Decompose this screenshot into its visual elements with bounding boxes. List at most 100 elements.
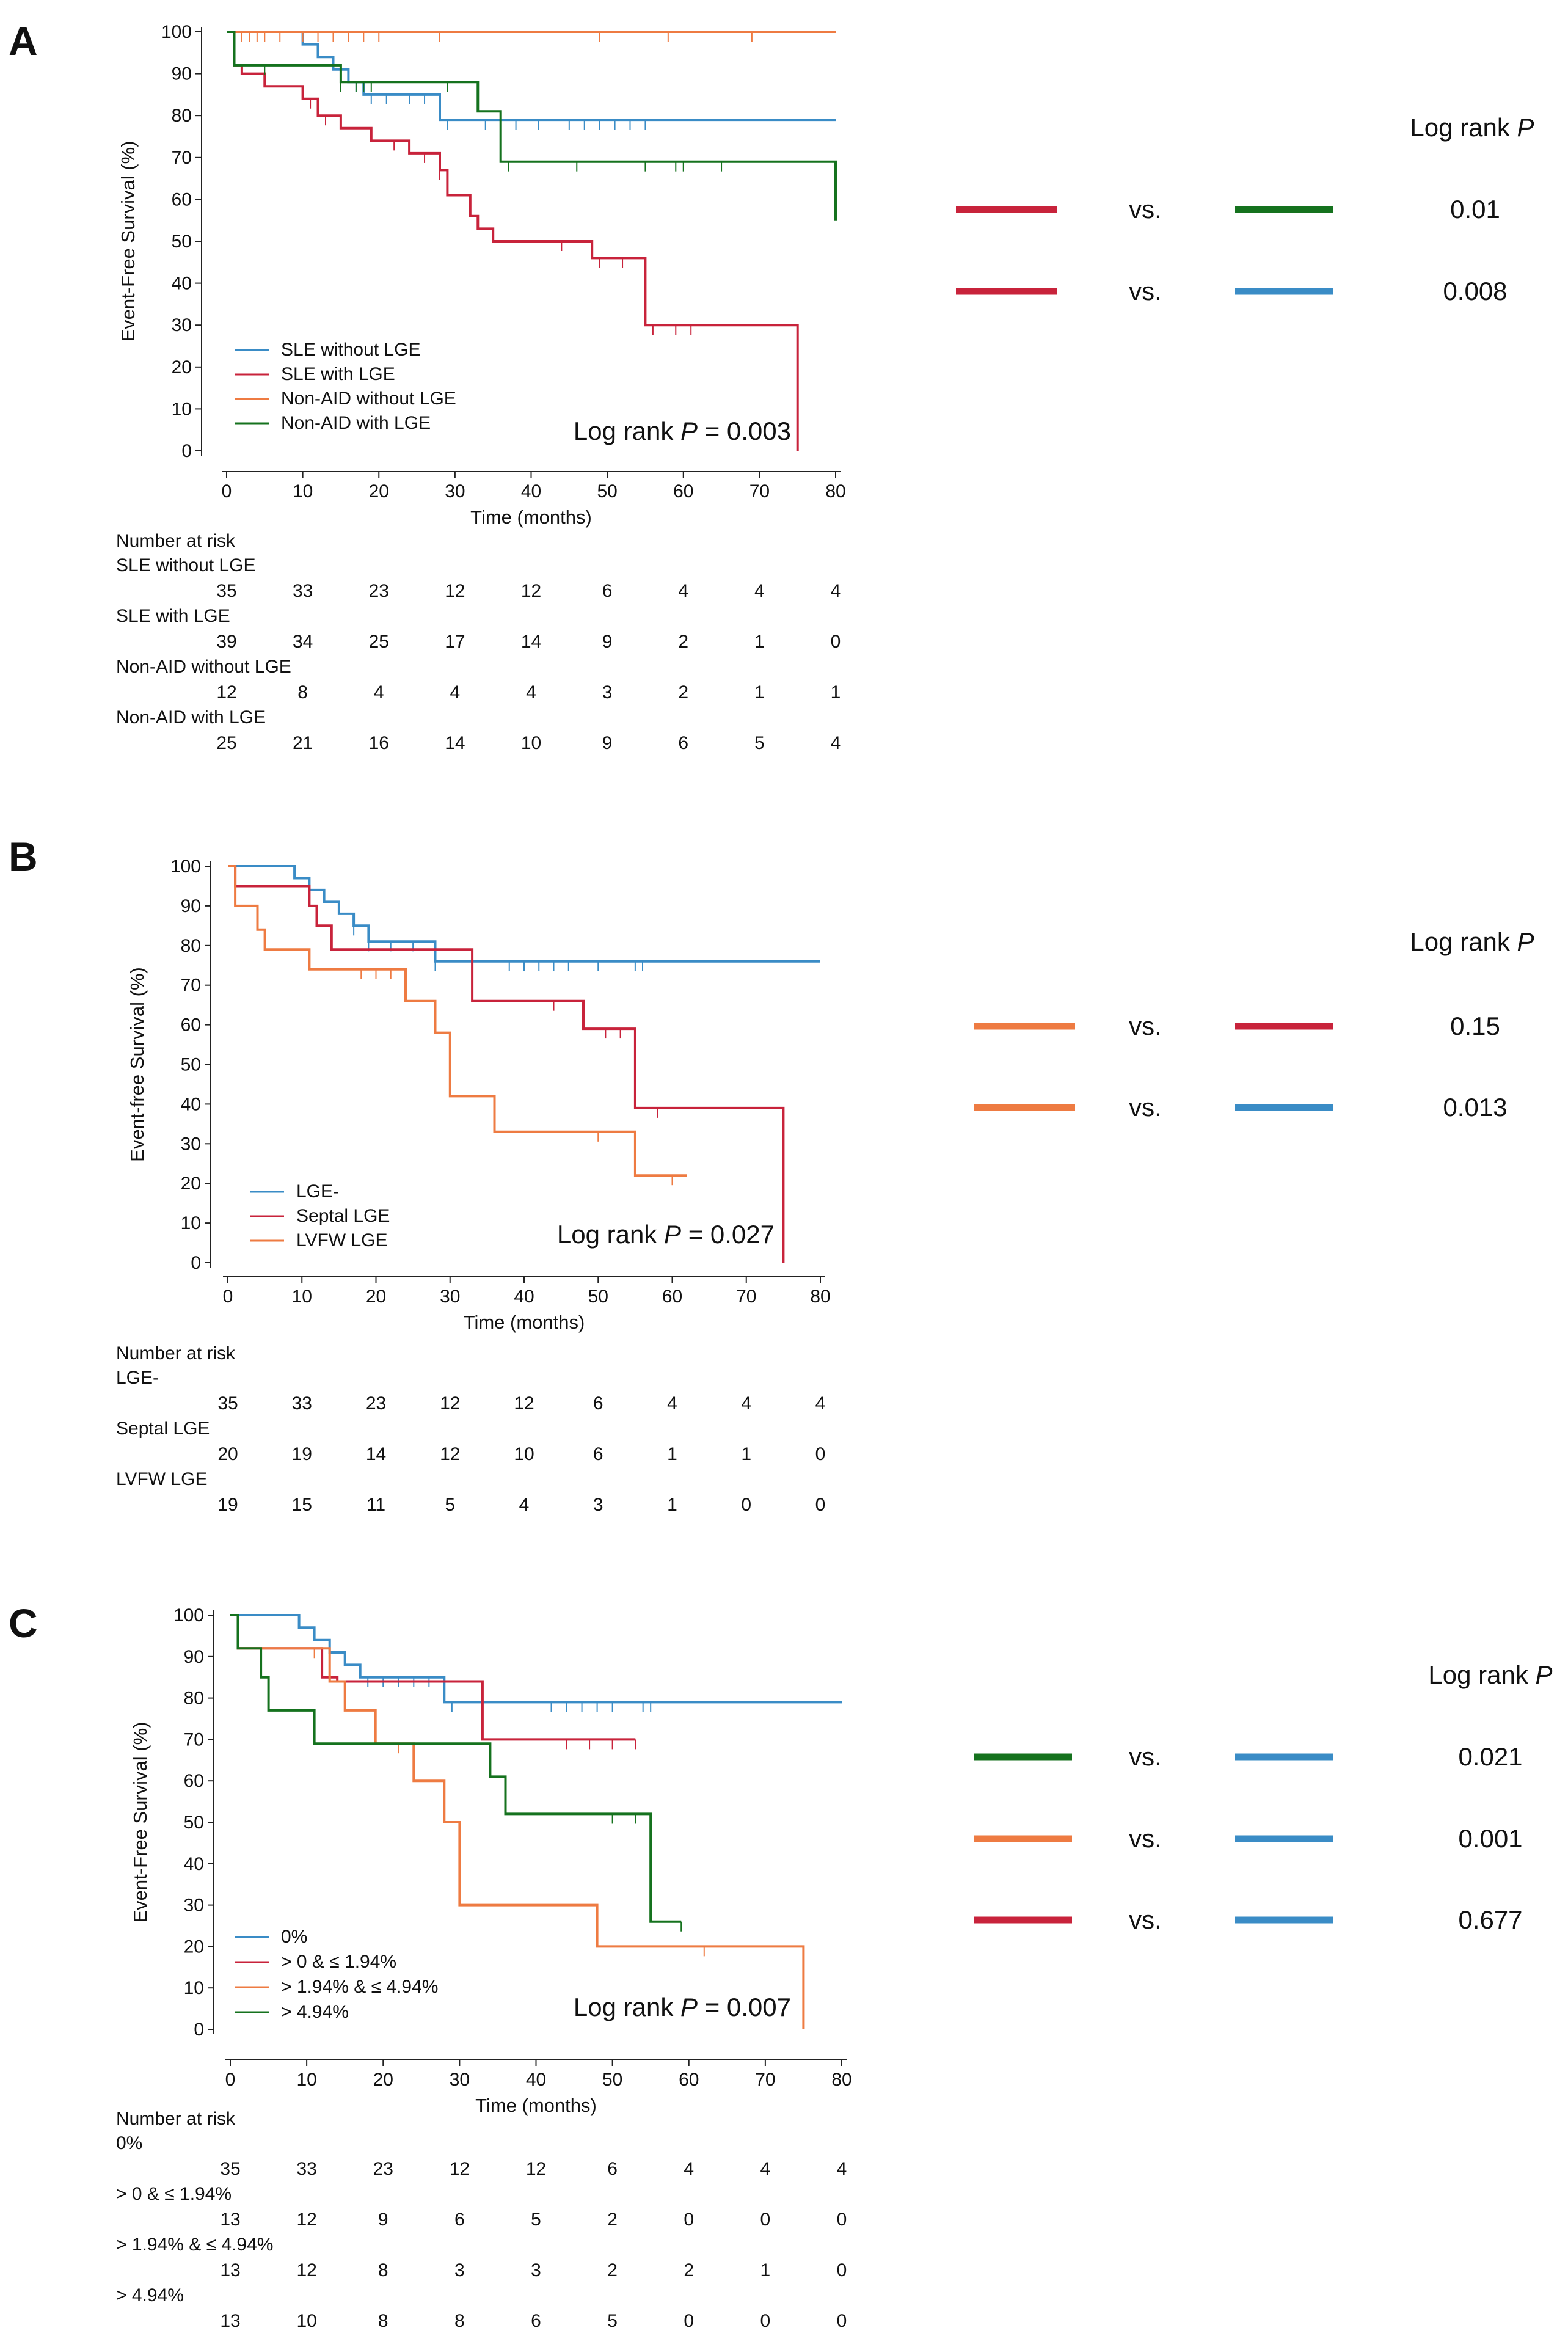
risk-value: 33 (293, 581, 313, 601)
risk-value: 11 (366, 1495, 385, 1515)
series-3 (227, 31, 837, 221)
risk-row-label: 0% (116, 2133, 142, 2153)
risk-value: 3 (593, 1495, 603, 1515)
comparison-title: Log rank P (1410, 113, 1534, 142)
risk-value: 6 (531, 2311, 541, 2331)
risk-value: 0 (815, 1444, 826, 1464)
risk-value: 19 (217, 1495, 238, 1515)
series-2 (228, 865, 687, 1186)
risk-value: 5 (754, 733, 765, 753)
x-axis-title: Time (months) (464, 1312, 585, 1333)
y-tick-label: 50 (184, 1812, 204, 1833)
risk-value: 12 (526, 2159, 546, 2179)
risk-value: 10 (296, 2311, 316, 2331)
y-tick-label: 40 (172, 274, 192, 294)
risk-value: 12 (440, 1444, 460, 1464)
risk-value: 25 (369, 632, 389, 652)
risk-value: 2 (678, 682, 688, 703)
legend: SLE without LGE SLE with LGE Non-AID witho… (235, 340, 456, 433)
comparison-title-symbol: P (1536, 1660, 1553, 1689)
risk-value: 8 (378, 2260, 388, 2280)
panel-letter: A (9, 18, 38, 64)
log-rank-symbol: P (680, 1993, 698, 2021)
risk-value: 8 (454, 2311, 465, 2331)
risk-value: 4 (754, 581, 765, 601)
series-line (228, 865, 820, 963)
series-line (230, 1614, 682, 1923)
series-line (227, 31, 799, 451)
risk-value: 3 (602, 682, 613, 703)
x-tick-label: 80 (810, 1287, 830, 1307)
x-tick-label: 60 (673, 481, 693, 502)
x-tick-label: 70 (755, 2070, 775, 2090)
y-tick-label: 30 (172, 315, 192, 335)
comparison-p-value: 0.01 (1450, 195, 1500, 224)
risk-value: 6 (593, 1393, 603, 1414)
risk-value: 20 (217, 1444, 238, 1464)
y-tick-label: 40 (184, 1854, 204, 1874)
legend-label: Non-AID with LGE (281, 413, 431, 433)
risk-value: 16 (369, 733, 389, 753)
risk-value: 35 (216, 581, 236, 601)
risk-value: 2 (684, 2260, 694, 2280)
risk-value: 0 (684, 2210, 694, 2230)
legend-label: LVFW LGE (296, 1230, 387, 1250)
risk-value: 0 (837, 2311, 847, 2331)
risk-value: 14 (521, 632, 541, 652)
y-tick-label: 60 (172, 189, 192, 210)
panel-letter: B (9, 834, 38, 879)
risk-row-label: LVFW LGE (116, 1469, 207, 1489)
comparison-title-symbol: P (1517, 927, 1534, 956)
log-rank-annotation: Log rank P = 0.027 (557, 1220, 775, 1249)
risk-value: 4 (667, 1393, 677, 1414)
y-tick-label: 10 (172, 399, 192, 419)
x-tick-label: 20 (366, 1287, 386, 1307)
comparison-p-value: 0.15 (1450, 1012, 1500, 1040)
y-tick-label: 60 (181, 1015, 201, 1035)
risk-value: 39 (216, 632, 236, 652)
x-tick-label: 50 (588, 1287, 608, 1307)
y-tick-label: 100 (161, 22, 192, 42)
comparison-p-value: 0.677 (1458, 1905, 1522, 1934)
risk-value: 13 (220, 2311, 240, 2331)
risk-value: 12 (440, 1393, 460, 1414)
risk-value: 4 (526, 682, 536, 703)
risk-value: 17 (445, 632, 465, 652)
risk-value: 1 (754, 682, 765, 703)
risk-value: 5 (531, 2210, 541, 2230)
log-rank-annotation: Log rank P = 0.003 (574, 417, 791, 445)
series-line (230, 1614, 842, 1704)
y-tick-label: 20 (184, 1936, 204, 1957)
x-tick-label: 20 (369, 481, 389, 502)
x-tick-label: 30 (440, 1287, 460, 1307)
risk-value: 10 (514, 1444, 534, 1464)
y-tick-label: 70 (184, 1729, 204, 1750)
risk-value: 4 (684, 2159, 694, 2179)
risk-value: 4 (741, 1393, 751, 1414)
y-tick-label: 10 (184, 1978, 204, 1998)
risk-value: 12 (445, 581, 465, 601)
risk-value: 23 (366, 1393, 386, 1414)
y-tick-label: 60 (184, 1771, 204, 1791)
risk-value: 10 (521, 733, 541, 753)
comparison-title-prefix: Log rank (1410, 113, 1517, 142)
x-tick-label: 80 (831, 2070, 851, 2090)
risk-row-label: SLE without LGE (116, 555, 255, 575)
log-rank-value: = 0.007 (698, 1993, 791, 2021)
x-tick-label: 40 (521, 481, 541, 502)
risk-row-label: > 4.94% (116, 2285, 184, 2305)
risk-value: 2 (678, 632, 688, 652)
y-tick-label: 10 (181, 1213, 201, 1233)
x-tick-label: 20 (373, 2070, 393, 2090)
risk-value: 9 (378, 2210, 388, 2230)
risk-value: 35 (220, 2159, 240, 2179)
risk-value: 12 (296, 2210, 316, 2230)
comparison-title-prefix: Log rank (1410, 927, 1517, 956)
y-tick-label: 30 (181, 1134, 201, 1154)
risk-value: 9 (602, 733, 613, 753)
axes: 0 10 20 30 40 50 60 70 80 90 100 0 10 20 30 40 50 60 70 80 (161, 22, 846, 502)
legend: LGE- Septal LGE LVFW LGE (250, 1181, 390, 1250)
